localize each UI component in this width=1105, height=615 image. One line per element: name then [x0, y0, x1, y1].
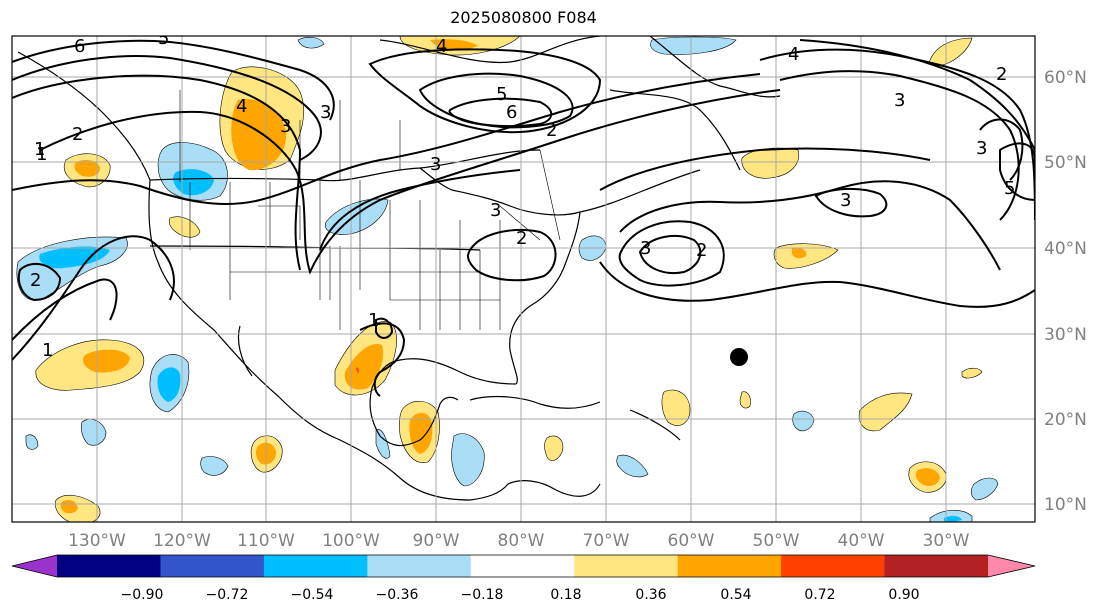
- map-border: [11, 35, 1036, 523]
- lat-label: 30°N: [1044, 325, 1087, 345]
- contour-label: 3: [840, 190, 851, 211]
- colorbar-segment: [57, 555, 161, 577]
- colorbar-tick-labels: −0.90 −0.72 −0.54 −0.36 −0.18 0.18 0.36 …: [121, 587, 920, 603]
- colorbar-tick-label: 0.54: [720, 587, 751, 603]
- colorbar-segment: [160, 555, 265, 577]
- contour-label: 5: [158, 28, 169, 49]
- contour-label: 2: [696, 240, 707, 261]
- colorbar: [11, 554, 1036, 578]
- colorbar-tick-label: −0.72: [206, 587, 249, 603]
- map-title: 2025080800 F084: [450, 8, 597, 27]
- colorbar-tick-label: −0.90: [121, 587, 164, 603]
- colorbar-tick-label: 0.90: [888, 587, 919, 603]
- contour-label: 5: [496, 84, 507, 105]
- lon-label: 80°W: [498, 531, 545, 551]
- contour-label: 6: [74, 36, 85, 57]
- colorbar-tick-label: −0.36: [376, 587, 419, 603]
- colorbar-tick-label: 0.18: [550, 587, 581, 603]
- contour-label: 3: [894, 90, 905, 111]
- contour-label-layer: 6 5 4 3 2 1 3 3 2 6 5 4 3 2 1 1 3 2 2 5 …: [30, 28, 1015, 361]
- contour-label: 3: [490, 200, 501, 221]
- contour-label: 2: [996, 64, 1007, 85]
- admin-borders: [179, 90, 561, 330]
- colorbar-tick-label: −0.54: [291, 587, 334, 603]
- contour-label: 3: [430, 154, 441, 175]
- latitude-labels: 60°N 50°N 40°N 30°N 20°N 10°N: [1044, 68, 1087, 515]
- colorbar-segment: [574, 555, 679, 577]
- lon-label: 130°W: [68, 531, 126, 551]
- contour-label: 4: [436, 36, 447, 57]
- lon-label: 90°W: [413, 531, 460, 551]
- contour-label: 3: [640, 238, 651, 259]
- lon-label: 50°W: [753, 531, 800, 551]
- lat-label: 10°N: [1044, 495, 1087, 515]
- lon-label: 110°W: [237, 531, 295, 551]
- colorbar-outline: [11, 554, 1036, 578]
- lat-label: 40°N: [1044, 239, 1087, 259]
- colorbar-segment: [263, 555, 368, 577]
- lat-label: 20°N: [1044, 410, 1087, 430]
- lon-label: 120°W: [153, 531, 211, 551]
- contour-label: 3: [320, 102, 331, 123]
- lat-label: 50°N: [1044, 153, 1087, 173]
- colorbar-segment: [781, 555, 886, 577]
- contour-label: 1: [42, 340, 53, 361]
- colorbar-extend-high: [988, 555, 1035, 577]
- contour-label: 3: [280, 116, 291, 137]
- contour-label: 1: [34, 139, 45, 160]
- colorbar-tick-label: 0.36: [635, 587, 666, 603]
- colorbar-segment: [884, 555, 989, 577]
- contour-label: 4: [236, 96, 247, 117]
- contour-label: 5: [1004, 178, 1015, 199]
- colorbar-tick-label: 0.72: [804, 587, 835, 603]
- contour-label: 6: [506, 102, 517, 123]
- longitude-labels: 130°W 120°W 110°W 100°W 90°W 80°W 70°W 6…: [68, 531, 970, 551]
- contour-label: 2: [72, 124, 83, 145]
- contour-label: 4: [788, 44, 799, 65]
- contour-lines: [12, 39, 1035, 397]
- colorbar-segment: [367, 555, 472, 577]
- lon-label: 70°W: [583, 531, 630, 551]
- contour-label: 2: [30, 270, 41, 291]
- contour-label: 2: [516, 228, 527, 249]
- colorbar-extend-low: [12, 555, 57, 577]
- contour-label: 3: [976, 138, 987, 159]
- colorbar-tick-label: −0.18: [461, 587, 504, 603]
- lon-label: 60°W: [668, 531, 715, 551]
- lon-label: 100°W: [322, 531, 380, 551]
- colorbar-segment: [677, 555, 782, 577]
- colorbar-segment: [470, 555, 575, 577]
- contour-label: 1: [36, 144, 47, 165]
- lat-label: 60°N: [1044, 68, 1087, 88]
- lon-label: 30°W: [923, 531, 970, 551]
- contour-label: 1: [368, 310, 379, 331]
- contour-label: 2: [546, 120, 557, 141]
- location-marker: [730, 348, 748, 366]
- lon-label: 40°W: [838, 531, 885, 551]
